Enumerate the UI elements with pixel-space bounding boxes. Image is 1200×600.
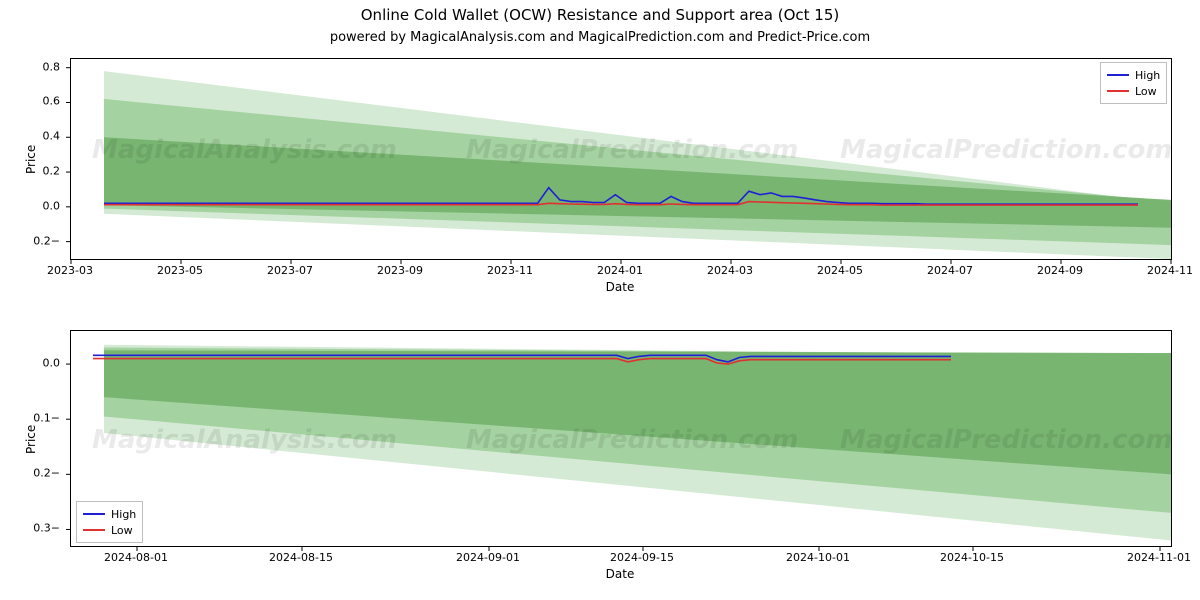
legend-swatch-high [83,513,105,515]
legend-item: Low [83,522,136,538]
x-tick-label: 2024-10-15 [940,551,1004,564]
y-axis-label-top: Price [24,145,38,174]
x-tick-label: 2024-05 [817,264,863,277]
x-tick-label: 2024-11-01 [1127,551,1191,564]
legend-swatch-high [1107,74,1129,76]
legend-item: High [83,506,136,522]
watermark: MagicalAnalysis.com [92,135,397,165]
x-axis-label-bottom: Date [70,567,1170,581]
watermark: MagicalAnalysis.com [92,425,397,455]
legend-item: High [1107,67,1160,83]
legend-bottom: High Low [76,501,143,543]
legend-item: Low [1107,83,1160,99]
x-tick-label: 2024-11 [1147,264,1193,277]
figure-title: Online Cold Wallet (OCW) Resistance and … [0,6,1200,24]
figure: Online Cold Wallet (OCW) Resistance and … [0,0,1200,600]
figure-subtitle: powered by MagicalAnalysis.com and Magic… [0,30,1200,45]
watermark: MagicalPrediction.com [840,425,1172,455]
x-tick-label: 2024-09-15 [610,551,674,564]
watermark: MagicalPrediction.com [466,135,798,165]
x-tick-label: 2023-09 [377,264,423,277]
legend-label: Low [1135,85,1157,98]
x-tick-label: 2023-11 [487,264,533,277]
watermark: MagicalPrediction.com [840,135,1172,165]
watermark: MagicalPrediction.com [466,425,798,455]
x-tick-label: 2023-07 [267,264,313,277]
x-axis-label-top: Date [70,280,1170,294]
x-tick-label: 2024-10-01 [786,551,850,564]
legend-label: Low [111,524,133,537]
legend-label: High [111,508,136,521]
x-tick-label: 2024-09 [1037,264,1083,277]
x-tick-label: 2024-09-01 [456,551,520,564]
y-axis-label-bottom: Price [24,424,38,453]
legend-top: High Low [1100,62,1167,104]
x-tick-label: 2023-03 [47,264,93,277]
x-tick-label: 2024-08-01 [104,551,168,564]
x-tick-label: 2024-03 [707,264,753,277]
x-tick-label: 2023-05 [157,264,203,277]
x-tick-label: 2024-01 [597,264,643,277]
legend-swatch-low [83,529,105,531]
legend-swatch-low [1107,90,1129,92]
legend-label: High [1135,69,1160,82]
x-tick-label: 2024-08-15 [269,551,333,564]
x-tick-label: 2024-07 [927,264,973,277]
